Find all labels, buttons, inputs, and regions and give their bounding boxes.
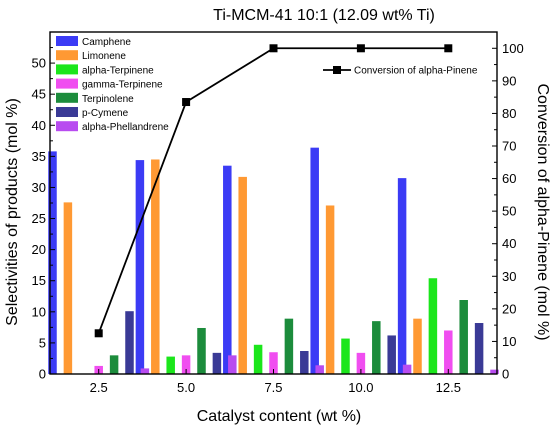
bar-alpha-phellandrene-2-5 — [140, 368, 150, 374]
conversion-point-12-5 — [444, 44, 453, 53]
y2-tick-label-10: 10 — [502, 334, 516, 349]
y-tick-label-0: 0 — [39, 367, 46, 382]
legend-swatch-limonene — [56, 50, 78, 61]
x-tick-label-10-0: 10.0 — [348, 380, 373, 395]
y-tick-label-40: 40 — [32, 118, 46, 133]
y-tick-label-25: 25 — [32, 211, 46, 226]
line-legend-marker — [333, 66, 341, 74]
bar-layer — [48, 147, 499, 374]
conversion-point-5-0 — [182, 98, 191, 107]
y2-tick-label-90: 90 — [502, 73, 516, 88]
y2-tick-label-50: 50 — [502, 204, 516, 219]
legend-swatch-p-cymene — [56, 107, 78, 117]
line-legend: Conversion of alpha-Pinene — [323, 66, 478, 77]
y2-tick-label-70: 70 — [502, 139, 516, 154]
y2-tick-label-40: 40 — [502, 236, 516, 251]
axes-layer: 0 5 10 15 20 25 30 35 40 45 50 0 10 20 30 40 50 60 70 80 90 1… — [32, 31, 524, 395]
chart-title: Ti-MCM-41 10:1 (12.09 wt% Ti) — [213, 7, 435, 24]
bar-limonene-12-5 — [413, 318, 422, 374]
bar-gamma-terpinene-12-5 — [444, 330, 453, 374]
y2-tick-label-100: 100 — [502, 41, 524, 56]
y2-tick-label-80: 80 — [502, 106, 516, 121]
bar-gamma-terpinene-10-0 — [356, 352, 366, 374]
y2-axis-title: Conversion of alpha-Pinene (mol %) — [534, 83, 550, 340]
y-axis-title: Selectivities of products (mol %) — [4, 98, 21, 326]
bar-p-cymene-2-5 — [125, 311, 134, 374]
bar-p-cymene-5-0 — [212, 352, 222, 374]
bar-camphene-12-5 — [397, 178, 407, 374]
y-tick-label-35: 35 — [32, 149, 46, 164]
bar-alpha-phellandrene-7-5 — [315, 365, 324, 374]
x-tick-label-7-5: 7.5 — [264, 380, 282, 395]
x-tick-label-5-0: 5.0 — [177, 380, 195, 395]
bar-limonene-2-5 — [63, 202, 73, 374]
line-legend-label: Conversion of alpha-Pinene — [354, 66, 478, 77]
y-tick-label-15: 15 — [32, 273, 46, 288]
legend-label-alpha-terpinene: alpha-Terpinene — [82, 65, 154, 76]
y2-tick-label-0: 0 — [502, 367, 509, 382]
bar-camphene-5-0 — [135, 160, 145, 374]
legend-swatch-alpha-phellandrene — [56, 121, 78, 132]
conversion-line-layer — [94, 44, 453, 338]
bar-camphene-2-5 — [48, 151, 57, 374]
bar-terpinolene-7-5 — [284, 318, 294, 374]
bar-alpha-terpinene-12-5 — [428, 278, 438, 374]
y-tick-label-5: 5 — [39, 335, 46, 350]
bar-limonene-7-5 — [238, 176, 247, 374]
bar-camphene-7-5 — [223, 165, 232, 374]
y2-tick-label-60: 60 — [502, 171, 516, 186]
legend-label-terpinolene: Terpinolene — [82, 94, 134, 105]
bar-gamma-terpinene-5-0 — [181, 355, 191, 374]
y-tick-label-20: 20 — [32, 242, 46, 257]
y2-tick-label-30: 30 — [502, 269, 516, 284]
bar-limonene-5-0 — [151, 159, 160, 374]
bar-p-cymene-12-5 — [474, 323, 484, 374]
bar-terpinolene-10-0 — [372, 321, 381, 374]
bar-gamma-terpinene-7-5 — [269, 352, 278, 374]
bar-p-cymene-7-5 — [300, 350, 309, 374]
conversion-point-2-5 — [94, 329, 103, 338]
legend-swatch-terpinolene — [56, 92, 78, 103]
y-tick-label-50: 50 — [32, 56, 46, 71]
bar-alpha-phellandrene-5-0 — [228, 355, 237, 374]
bar-terpinolene-2-5 — [109, 355, 119, 374]
x-tick-label-12-5: 12.5 — [436, 380, 461, 395]
bar-terpinolene-12-5 — [459, 300, 468, 374]
legend-label-camphene: Camphene — [82, 37, 131, 48]
legend-label-p-cymene: p-Cymene — [82, 108, 129, 119]
x-tick-label-2-5: 2.5 — [90, 380, 108, 395]
bar-camphene-10-0 — [310, 147, 319, 374]
bar-p-cymene-10-0 — [387, 335, 396, 374]
legend-swatch-gamma-terpinene — [56, 78, 78, 89]
bar-alpha-terpinene-7-5 — [253, 344, 263, 374]
bar-alpha-terpinene-5-0 — [166, 356, 175, 374]
bar-alpha-terpinene-10-0 — [341, 338, 350, 374]
x-axis-title: Catalyst content (wt %) — [197, 408, 362, 425]
y-tick-label-30: 30 — [32, 180, 46, 195]
legend-label-limonene: Limonene — [82, 51, 126, 62]
bar-limonene-10-0 — [325, 205, 335, 374]
legend: Camphene Limonene alpha-Terpinene gamma-Ter… — [56, 36, 169, 133]
bar-alpha-phellandrene-10-0 — [402, 364, 412, 374]
y-tick-label-45: 45 — [32, 87, 46, 102]
legend-label-gamma-terpinene: gamma-Terpinene — [82, 80, 163, 91]
bar-alpha-phellandrene-12-5 — [490, 369, 499, 374]
bar-terpinolene-5-0 — [197, 327, 206, 374]
legend-label-alpha-phellandrene: alpha-Phellandrene — [82, 122, 169, 133]
legend-swatch-alpha-terpinene — [56, 64, 78, 75]
y-tick-label-10: 10 — [32, 304, 46, 319]
y2-tick-label-20: 20 — [502, 301, 516, 316]
conversion-point-10-0 — [356, 44, 365, 53]
conversion-point-7-5 — [269, 44, 278, 53]
legend-swatch-camphene — [56, 36, 78, 46]
